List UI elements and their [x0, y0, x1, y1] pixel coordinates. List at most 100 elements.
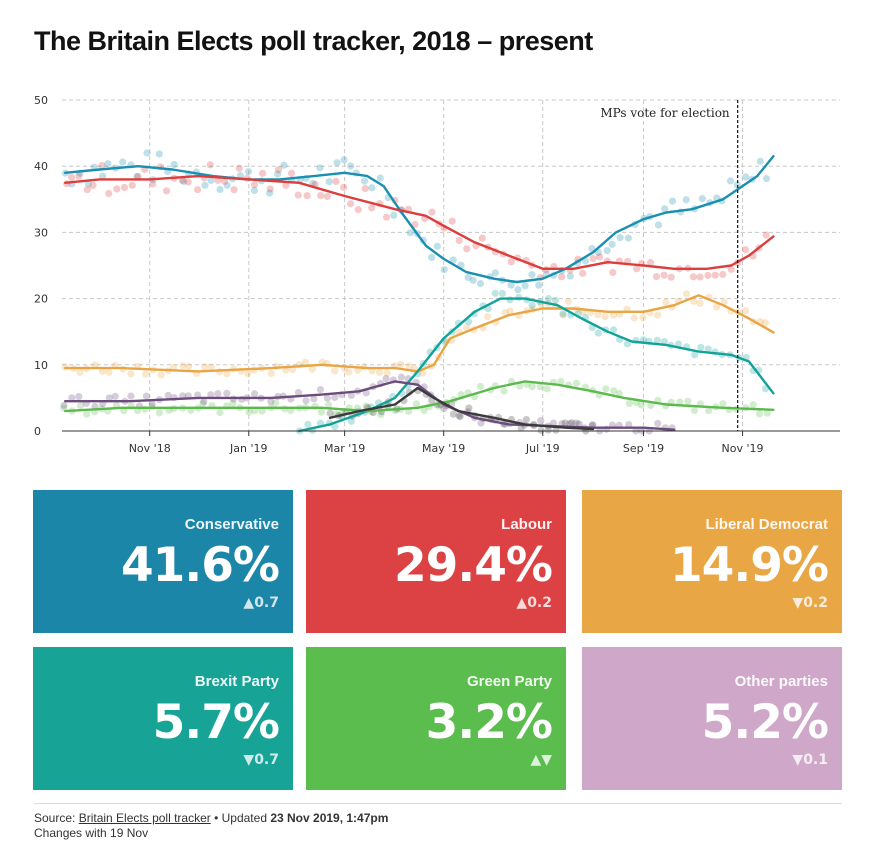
poll-dot: [180, 177, 188, 185]
poll-dot: [498, 289, 507, 298]
poll-dot: [726, 177, 735, 185]
poll-dot: [267, 397, 275, 406]
party-name: Brexit Party: [194, 673, 279, 690]
vote-share: 41.6%: [120, 538, 280, 593]
poll-dot: [68, 394, 76, 402]
x-tick-label: Jan '19: [229, 442, 267, 455]
poll-dot: [162, 187, 171, 195]
poll-dot: [280, 161, 288, 169]
poll-dot: [662, 298, 670, 306]
poll-dot: [521, 282, 529, 290]
poll-dot: [609, 311, 617, 319]
poll-dot: [301, 358, 309, 366]
poll-dot: [294, 388, 303, 397]
poll-dot: [689, 273, 697, 281]
poll-dot: [89, 181, 97, 190]
poll-dot: [267, 369, 275, 378]
poll-dot: [199, 399, 207, 408]
poll-dot: [601, 313, 609, 321]
poll-dot: [633, 265, 641, 273]
poll-dot: [60, 404, 68, 412]
poll-dot: [375, 368, 384, 377]
poll-dot: [157, 371, 165, 379]
poll-dot: [282, 181, 290, 189]
poll-dot: [690, 406, 699, 415]
y-tick-label: 20: [34, 293, 48, 306]
poll-dot: [223, 389, 231, 397]
poll-dot: [491, 269, 500, 277]
x-tick-label: Nov '19: [722, 442, 764, 455]
y-tick-label: 0: [34, 425, 41, 438]
poll-dot: [360, 177, 369, 185]
footer: Source: Britain Elects poll tracker • Up…: [34, 811, 388, 841]
poll-dot: [697, 343, 705, 351]
poll-dot: [200, 398, 208, 406]
change-indicator: ▲0.2: [516, 595, 552, 611]
poll-dot: [653, 311, 662, 319]
poll-dot: [463, 245, 471, 253]
poll-dot: [602, 385, 610, 393]
poll-dot: [690, 297, 698, 305]
poll-dot: [455, 412, 463, 420]
poll-dot: [674, 340, 683, 348]
poll-dot: [572, 419, 580, 427]
poll-dot: [83, 186, 91, 194]
poll-dot: [691, 351, 699, 359]
party-name: Green Party: [466, 673, 552, 690]
poll-dot: [308, 365, 316, 373]
poll-dot: [594, 311, 602, 319]
poll-dot: [575, 420, 583, 428]
poll-dot: [528, 383, 536, 391]
poll-dot: [456, 413, 464, 421]
y-tick-label: 50: [34, 94, 48, 107]
poll-dot: [507, 281, 515, 289]
poll-dot: [741, 246, 750, 254]
poll-dot: [440, 265, 448, 274]
poll-dot: [142, 392, 151, 400]
poll-dot: [331, 367, 339, 375]
vote-share: 3.2%: [425, 695, 553, 750]
poll-dot: [594, 329, 602, 337]
poll-dot: [113, 185, 121, 193]
poll-dot: [105, 368, 113, 376]
source-link[interactable]: Britain Elects poll tracker: [78, 811, 211, 825]
poll-dot: [537, 417, 545, 425]
party-card: Labour 29.4% ▲0.2: [306, 490, 566, 633]
poll-dot: [733, 181, 741, 189]
poll-dot: [696, 273, 704, 281]
poll-dot: [61, 363, 69, 371]
poll-dot: [274, 166, 283, 174]
poll-dot: [464, 273, 472, 282]
poll-dot: [245, 408, 253, 416]
poll-dot: [428, 208, 436, 216]
poll-dot: [516, 382, 524, 390]
poll-dot: [616, 234, 624, 242]
poll-dot: [623, 340, 632, 348]
poll-dot: [595, 253, 604, 261]
poll-dot: [566, 272, 574, 280]
poll-dot: [589, 254, 597, 263]
poll-dot: [647, 401, 655, 410]
party-name: Other parties: [734, 673, 828, 690]
poll-dot: [762, 174, 771, 183]
poll-dot: [60, 401, 68, 409]
trend-line-brexit-party: [297, 297, 775, 433]
poll-dot: [711, 271, 719, 279]
poll-dot: [98, 367, 107, 375]
party-card: Liberal Democrat 14.9% ▼0.2: [582, 490, 842, 633]
poll-dot: [250, 186, 259, 195]
x-tick-label: Nov '18: [129, 442, 171, 455]
change-indicator: ▲▼: [530, 752, 552, 768]
poll-dot: [603, 246, 611, 255]
poll-dot: [345, 368, 353, 376]
chart-grid: [62, 99, 840, 431]
poll-dot: [755, 410, 764, 418]
poll-dot: [383, 369, 391, 377]
poll-dot: [719, 400, 727, 408]
poll-dot: [250, 390, 259, 398]
poll-dot: [310, 395, 318, 403]
poll-dot: [535, 281, 543, 289]
poll-dot: [646, 259, 655, 267]
poll-dot: [302, 397, 310, 405]
poll-dot: [506, 307, 514, 315]
